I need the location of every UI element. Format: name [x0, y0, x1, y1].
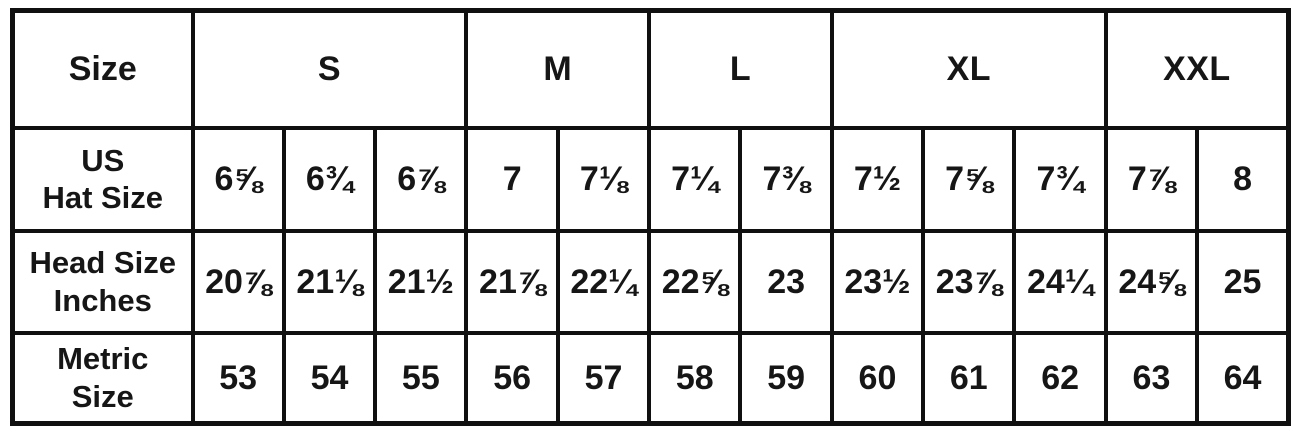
- us-hat-size-value: 8: [1195, 125, 1291, 234]
- size-group-xxl: XXL: [1103, 8, 1291, 130]
- metric-size-value: 54: [281, 331, 378, 426]
- head-size-inches-value: 22¼: [555, 229, 652, 336]
- row-label-us-hat-size: US Hat Size: [10, 125, 195, 234]
- head-size-inches-value: 21½: [373, 229, 469, 336]
- head-size-inches-value: 23½: [829, 229, 926, 336]
- size-group-m: M: [464, 8, 652, 130]
- corner-cell-size: Size: [10, 8, 195, 130]
- metric-size-value: 58: [647, 331, 743, 426]
- head-size-inches-row: Head Size Inches 20⅞ 21⅛ 21½ 21⅞ 22¼ 22⅝…: [10, 229, 1291, 336]
- row-label-metric-size: Metric Size: [10, 331, 195, 426]
- us-hat-size-value: 7½: [829, 125, 926, 234]
- metric-size-value: 59: [738, 331, 834, 426]
- size-group-header-row: Size S M L XL XXL: [10, 8, 1291, 130]
- metric-size-value: 61: [921, 331, 1017, 426]
- metric-size-value: 55: [373, 331, 469, 426]
- us-hat-size-value: 7⅛: [555, 125, 652, 234]
- metric-size-value: 60: [829, 331, 926, 426]
- hat-size-chart-table: Size S M L XL XXL US Hat Size 6⅝ 6¾ 6⅞ 7…: [10, 8, 1291, 426]
- us-hat-size-value: 7⅞: [1103, 125, 1200, 234]
- us-hat-size-value: 6⅞: [373, 125, 469, 234]
- head-size-inches-value: 24⅝: [1103, 229, 1200, 336]
- size-group-l: L: [647, 8, 834, 130]
- size-group-xl: XL: [829, 8, 1108, 130]
- row-label-head-size-inches: Head Size Inches: [10, 229, 195, 336]
- size-group-s: S: [190, 8, 469, 130]
- metric-size-value: 56: [464, 331, 560, 426]
- us-hat-size-value: 7¾: [1012, 125, 1108, 234]
- head-size-inches-value: 25: [1195, 229, 1291, 336]
- us-hat-size-value: 7⅝: [921, 125, 1017, 234]
- head-size-inches-value: 21⅛: [281, 229, 378, 336]
- us-hat-size-value: 7: [464, 125, 560, 234]
- metric-size-value: 64: [1195, 331, 1291, 426]
- us-hat-size-value: 7¼: [647, 125, 743, 234]
- metric-size-row: Metric Size 53 54 55 56 57 58 59 60 61 6…: [10, 331, 1291, 426]
- us-hat-size-value: 6¾: [281, 125, 378, 234]
- hat-size-chart-container: Size S M L XL XXL US Hat Size 6⅝ 6¾ 6⅞ 7…: [10, 8, 1291, 426]
- metric-size-value: 63: [1103, 331, 1200, 426]
- head-size-inches-value: 20⅞: [190, 229, 286, 336]
- head-size-inches-value: 23⅞: [921, 229, 1017, 336]
- head-size-inches-value: 23: [738, 229, 834, 336]
- metric-size-value: 62: [1012, 331, 1108, 426]
- us-hat-size-row: US Hat Size 6⅝ 6¾ 6⅞ 7 7⅛ 7¼ 7⅜ 7½ 7⅝ 7¾…: [10, 125, 1291, 234]
- metric-size-value: 53: [190, 331, 286, 426]
- head-size-inches-value: 24¼: [1012, 229, 1108, 336]
- us-hat-size-value: 6⅝: [190, 125, 286, 234]
- us-hat-size-value: 7⅜: [738, 125, 834, 234]
- metric-size-value: 57: [555, 331, 652, 426]
- head-size-inches-value: 22⅝: [647, 229, 743, 336]
- head-size-inches-value: 21⅞: [464, 229, 560, 336]
